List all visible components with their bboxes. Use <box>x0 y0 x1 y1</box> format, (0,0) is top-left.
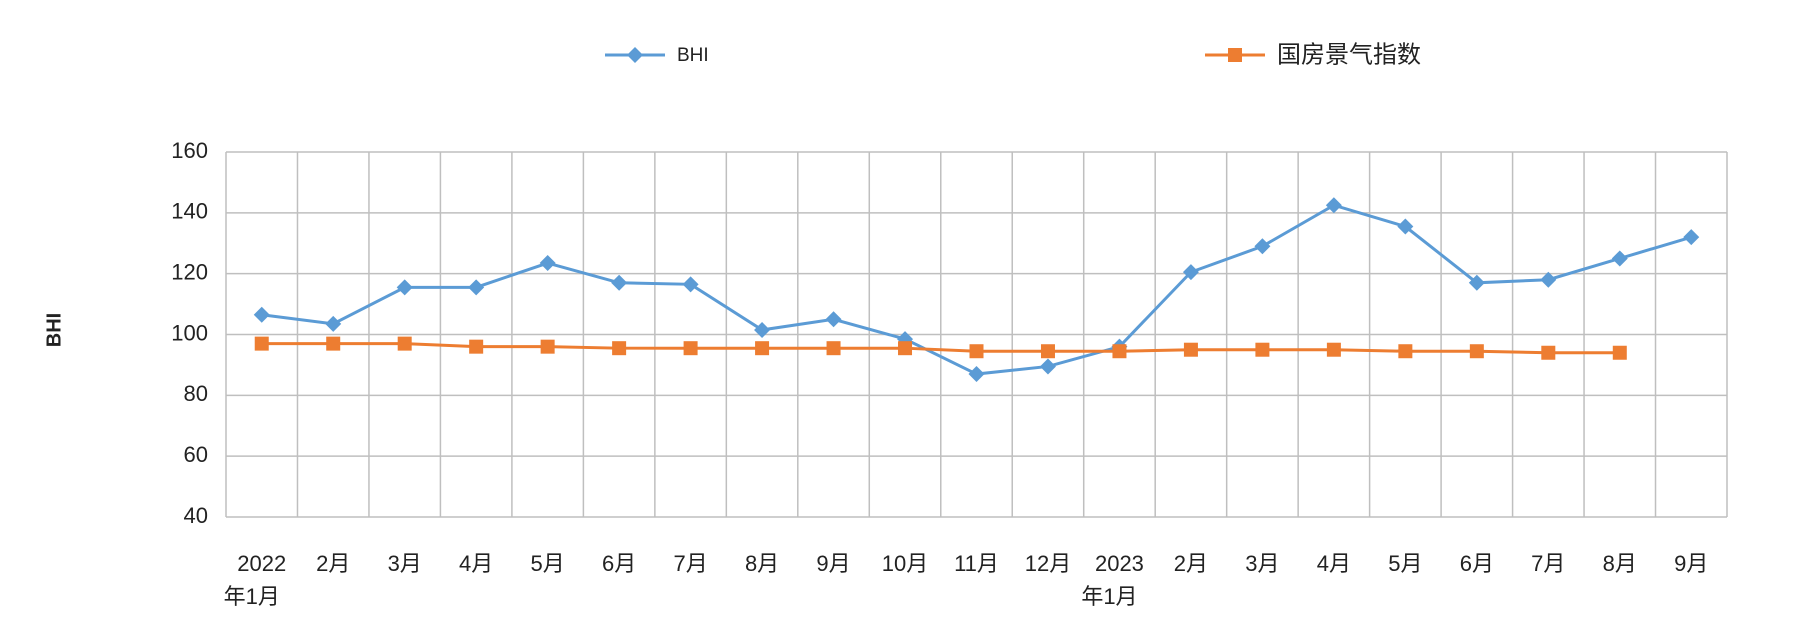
point <box>1612 345 1627 360</box>
point <box>254 336 269 351</box>
point <box>1254 238 1271 255</box>
x-tick-label: 3月 <box>1245 551 1279 576</box>
point <box>540 339 555 354</box>
point <box>755 341 770 356</box>
point <box>1228 48 1242 62</box>
x-tick-label: 4月 <box>1317 551 1351 576</box>
y-tick-label: 100 <box>171 320 208 345</box>
point <box>468 279 485 296</box>
point <box>396 279 413 296</box>
point <box>1541 345 1556 360</box>
x-tick-label: 2023 年1月 <box>1081 551 1144 609</box>
point <box>627 47 643 63</box>
point <box>898 341 913 356</box>
x-tick-label: 2月 <box>316 551 350 576</box>
x-tick-label: 6月 <box>1460 551 1494 576</box>
point <box>826 341 841 356</box>
point <box>1039 358 1056 375</box>
point <box>968 366 985 383</box>
x-tick-label: 7月 <box>1531 551 1565 576</box>
point <box>1255 342 1270 357</box>
x-tick-label: 10月 <box>882 551 928 576</box>
point <box>1325 197 1342 214</box>
point <box>539 255 556 272</box>
x-tick-label: 7月 <box>673 551 707 576</box>
x-tick-label: 5月 <box>531 551 565 576</box>
point <box>1540 271 1557 288</box>
legend-label: 国房景气指数 <box>1277 41 1421 68</box>
point <box>611 274 628 291</box>
y-axis-label: BHI <box>43 313 65 347</box>
y-tick-label: 80 <box>184 381 208 406</box>
x-tick-label-line: 年1月 <box>224 584 280 609</box>
point <box>1683 229 1700 246</box>
x-tick-label: 9月 <box>1674 551 1708 576</box>
point <box>683 341 698 356</box>
point <box>612 341 627 356</box>
point <box>1112 344 1127 359</box>
x-tick-label: 6月 <box>602 551 636 576</box>
x-tick-label: 8月 <box>1603 551 1637 576</box>
point <box>1397 218 1414 235</box>
x-tick-label-line: 2023 <box>1095 551 1144 576</box>
x-tick-label: 2月 <box>1174 551 1208 576</box>
point <box>1040 344 1055 359</box>
x-tick-label-line: 年1月 <box>1081 584 1137 609</box>
point <box>969 344 984 359</box>
y-tick-label: 40 <box>184 503 208 528</box>
x-tick-label: 9月 <box>816 551 850 576</box>
point <box>325 315 342 332</box>
x-tick-label: 8月 <box>745 551 779 576</box>
x-tick-label: 5月 <box>1388 551 1422 576</box>
point <box>682 276 699 293</box>
legend-label: BHI <box>677 45 709 66</box>
point <box>1398 344 1413 359</box>
y-tick-label: 160 <box>171 138 208 163</box>
x-tick-label: 4月 <box>459 551 493 576</box>
point <box>469 339 484 354</box>
x-tick-label: 3月 <box>388 551 422 576</box>
series-line <box>261 342 1620 355</box>
point <box>1468 274 1485 291</box>
x-tick-label: 12月 <box>1025 551 1071 576</box>
y-tick-label: 120 <box>171 259 208 284</box>
point <box>1182 264 1199 281</box>
point <box>326 336 341 351</box>
point <box>397 336 412 351</box>
x-tick-label: 2022 年1月 <box>224 551 287 609</box>
point <box>1183 342 1198 357</box>
point <box>1611 250 1628 267</box>
point <box>825 311 842 328</box>
point <box>253 306 270 323</box>
y-tick-label: 140 <box>171 199 208 224</box>
point <box>1326 342 1341 357</box>
point <box>754 321 771 338</box>
y-tick-label: 60 <box>184 442 208 467</box>
x-tick-label-line: 2022 <box>237 551 286 576</box>
x-tick-label: 11月 <box>954 551 999 576</box>
point <box>1469 344 1484 359</box>
